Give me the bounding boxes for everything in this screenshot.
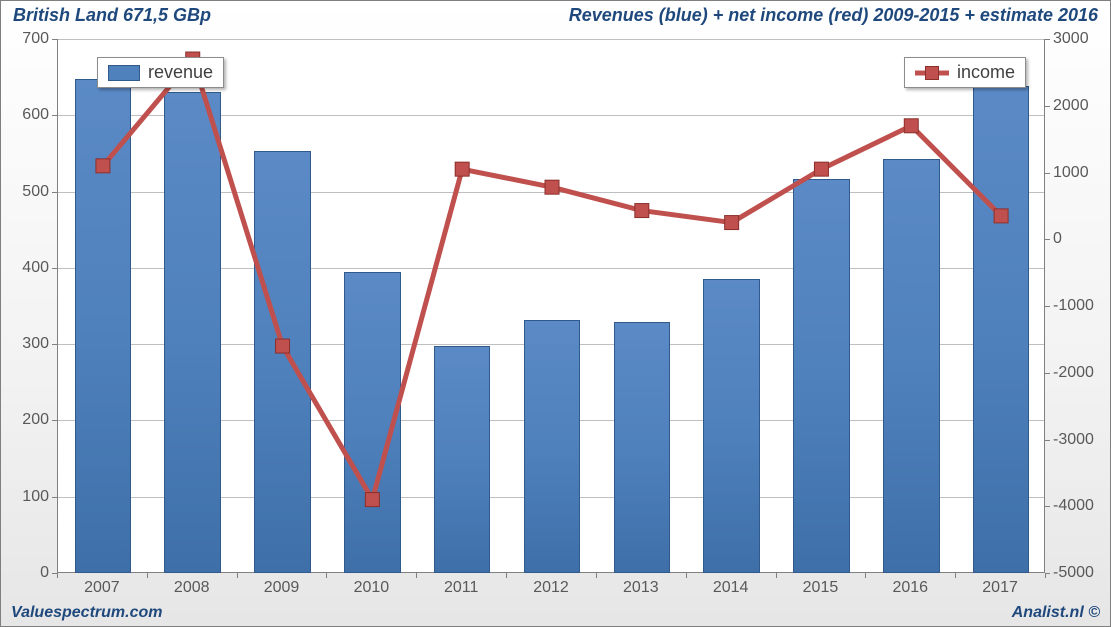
y-label-left: 100 [9,488,49,506]
y-label-left: 700 [9,30,49,48]
title-left: British Land 671,5 GBp [13,5,211,26]
x-tick [506,573,507,578]
y-tick-left [52,39,57,40]
y-label-left: 0 [9,564,49,582]
x-label: 2009 [264,579,300,597]
x-label: 2015 [803,579,839,597]
y-label-right: 0 [1053,230,1108,248]
y-label-left: 600 [9,106,49,124]
y-label-right: -3000 [1053,431,1108,449]
revenue-bar [164,92,221,573]
legend-swatch-line [915,66,949,80]
x-tick [237,573,238,578]
revenue-bar [524,320,581,573]
y-label-left: 400 [9,259,49,277]
chart-card: British Land 671,5 GBp Revenues (blue) +… [0,0,1111,627]
y-tick-right [1045,306,1050,307]
y-label-left: 200 [9,411,49,429]
y-label-left: 500 [9,183,49,201]
x-label: 2016 [892,579,928,597]
footer-left: Valuespectrum.com [11,604,162,622]
y-tick-left [52,420,57,421]
y-tick-left [52,344,57,345]
y-tick-right [1045,506,1050,507]
gridline [58,39,1044,40]
x-tick [147,573,148,578]
x-tick [776,573,777,578]
y-tick-right [1045,173,1050,174]
title-right: Revenues (blue) + net income (red) 2009-… [569,5,1098,26]
y-tick-right [1045,106,1050,107]
y-tick-right [1045,239,1050,240]
x-label: 2013 [623,579,659,597]
y-tick-left [52,497,57,498]
x-label: 2011 [444,579,478,597]
y-label-right: 3000 [1053,30,1108,48]
y-label-right: -4000 [1053,497,1108,515]
x-tick [57,573,58,578]
revenue-bar [254,151,311,573]
y-label-right: -1000 [1053,297,1108,315]
revenue-bar [703,279,760,573]
x-tick [686,573,687,578]
x-tick [955,573,956,578]
legend-label: revenue [148,62,213,83]
x-label: 2012 [533,579,569,597]
y-tick-right [1045,39,1050,40]
x-tick [326,573,327,578]
revenue-bar [614,322,671,573]
y-tick-left [52,268,57,269]
y-tick-left [52,192,57,193]
x-label: 2007 [84,579,120,597]
y-tick-right [1045,373,1050,374]
y-label-left: 300 [9,335,49,353]
y-label-right: 1000 [1053,164,1108,182]
x-tick [1045,573,1046,578]
revenue-bar [883,159,940,573]
legend-swatch-bar [108,65,140,81]
legend-revenue: revenue [97,57,224,88]
revenue-bar [973,86,1030,573]
y-tick-right [1045,440,1050,441]
revenue-bar [75,79,132,573]
x-tick [596,573,597,578]
y-tick-left [52,115,57,116]
y-label-right: -5000 [1053,564,1108,582]
legend-income: income [904,57,1026,88]
x-label: 2008 [174,579,210,597]
x-label: 2014 [713,579,749,597]
y-label-right: 2000 [1053,97,1108,115]
revenue-bar [434,346,491,573]
revenue-bar [344,272,401,573]
x-tick [416,573,417,578]
legend-label: income [957,62,1015,83]
y-label-right: -2000 [1053,364,1108,382]
x-label: 2017 [982,579,1018,597]
revenue-bar [793,179,850,573]
plot-area [57,39,1045,573]
x-tick [865,573,866,578]
x-label: 2010 [354,579,390,597]
footer-right: Analist.nl © [1012,604,1100,622]
